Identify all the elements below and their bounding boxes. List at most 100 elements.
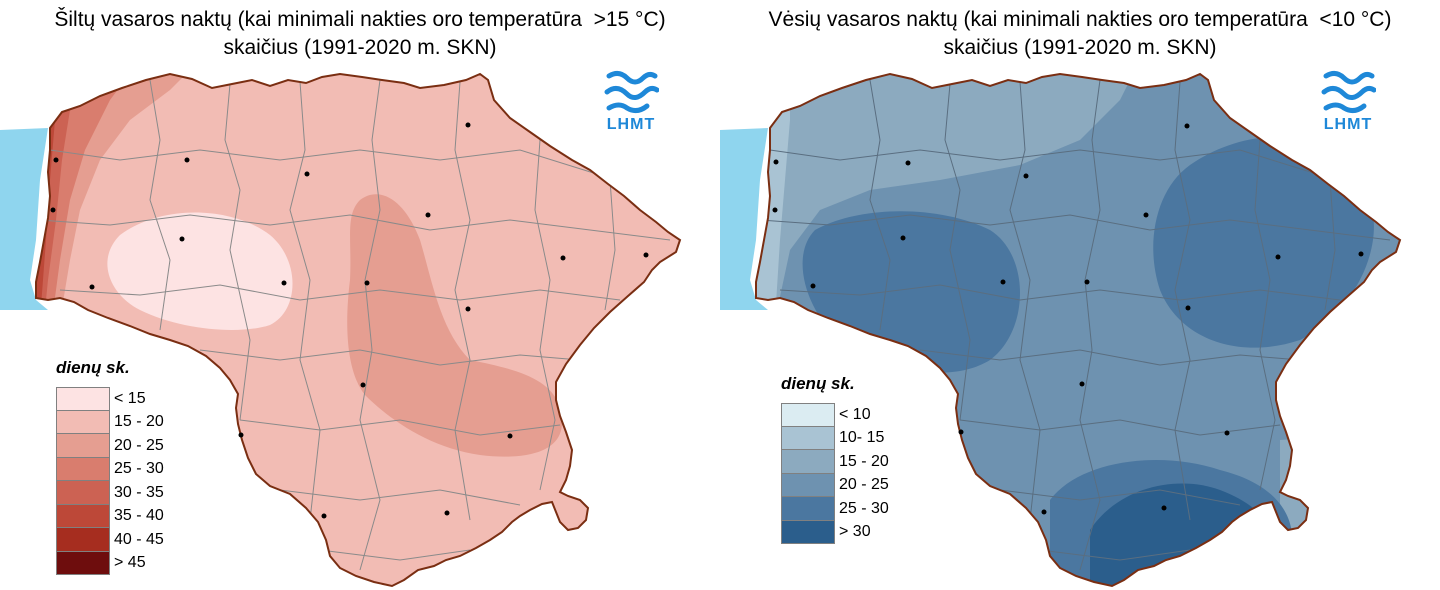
- station-dot-icon: [1041, 509, 1047, 515]
- station-dot-icon: [53, 157, 59, 163]
- legend-item: 15 - 20: [781, 450, 889, 474]
- station-dot-icon: [360, 382, 366, 388]
- legend-item: 40 - 45: [56, 528, 164, 552]
- station-dot-icon: [281, 280, 287, 286]
- lhmt-logo-icon: LHMT: [1320, 68, 1377, 138]
- station-dot-icon: [1185, 305, 1191, 311]
- warm-nights-legend: dienų sk. < 15 15 - 20 20 - 25 25 - 30 30 - …: [56, 358, 164, 575]
- station-dot-icon: [1224, 430, 1230, 436]
- legend-item: 25 - 30: [56, 457, 164, 481]
- station-dot-icon: [1275, 254, 1281, 260]
- legend-swatch: [56, 457, 110, 481]
- legend-swatch: [56, 387, 110, 411]
- station-dot-icon: [905, 160, 911, 166]
- legend-swatch: [781, 403, 835, 427]
- legend-swatch: [56, 481, 110, 505]
- legend-item: < 10: [781, 403, 889, 427]
- cool-nights-panel: Vėsių vasaros naktų (kai minimali naktie…: [720, 0, 1440, 590]
- warm-nights-panel: Šiltų vasaros naktų (kai minimali naktie…: [0, 8, 681, 587]
- district-lines: [759, 79, 1391, 571]
- station-dot-icon: [1143, 212, 1149, 218]
- legend-item: 30 - 35: [56, 481, 164, 505]
- station-dot-icon: [1023, 173, 1029, 179]
- station-dot-icon: [560, 255, 566, 261]
- station-dot-icon: [184, 157, 190, 163]
- station-dot-icon: [50, 207, 56, 213]
- station-dots: [50, 122, 649, 519]
- legend-swatch: [56, 434, 110, 458]
- baltic-sea-shape: [720, 128, 768, 310]
- station-dot-icon: [958, 429, 964, 435]
- legend-label: < 10: [839, 405, 871, 423]
- legend-item: < 15: [56, 387, 164, 411]
- legend-swatch: [56, 528, 110, 552]
- legend-label: 20 - 25: [114, 436, 164, 454]
- warm-nights-map: [0, 73, 681, 587]
- legend-item: 20 - 25: [781, 473, 889, 497]
- station-dot-icon: [1161, 505, 1167, 511]
- baltic-sea-shape: [0, 128, 48, 310]
- zone-25-30-west: [36, 74, 140, 320]
- zone-15-20-north: [756, 74, 1140, 320]
- legend-label: 20 - 25: [839, 476, 889, 494]
- warm-nights-title: Šiltų vasaros naktų (kai minimali naktie…: [54, 8, 666, 59]
- legend-swatch: [56, 551, 110, 575]
- legend-label: 25 - 30: [839, 499, 889, 517]
- legend-title: dienų sk.: [781, 374, 855, 393]
- legend-item: > 45: [56, 551, 164, 575]
- legend-label: 25 - 30: [114, 460, 164, 478]
- zone-15-20-east: [1280, 430, 1400, 586]
- legend-swatch: [781, 450, 835, 474]
- legend-label: > 30: [839, 523, 871, 541]
- legend-label: 10- 15: [839, 429, 885, 447]
- zone-20-25-central: [347, 194, 563, 457]
- legend-label: 35 - 40: [114, 507, 164, 525]
- legend-item: 35 - 40: [56, 504, 164, 528]
- legend-item: > 30: [781, 520, 889, 544]
- legend-item: 20 - 25: [56, 434, 164, 458]
- station-dot-icon: [444, 510, 450, 516]
- legend-item: 25 - 30: [781, 497, 889, 521]
- station-dot-icon: [364, 280, 370, 286]
- legend-label: 30 - 35: [114, 483, 164, 501]
- station-dot-icon: [1079, 381, 1085, 387]
- station-dot-icon: [507, 433, 513, 439]
- station-dot-icon: [1358, 251, 1364, 257]
- station-dot-icon: [1000, 279, 1006, 285]
- legend-swatch: [56, 504, 110, 528]
- legend-label: 15 - 20: [114, 413, 164, 431]
- legend-swatch: [781, 473, 835, 497]
- station-dot-icon: [1184, 123, 1190, 129]
- cool-nights-map: [720, 73, 1401, 587]
- station-dot-icon: [810, 283, 816, 289]
- station-dot-icon: [304, 171, 310, 177]
- zone-lt-15: [107, 212, 293, 330]
- legend-label: < 15: [114, 389, 146, 407]
- cool-nights-legend: dienų sk. < 10 10- 15 15 - 20 20 - 25 25 - 3…: [781, 374, 889, 544]
- legend-label: > 45: [114, 554, 146, 572]
- station-dot-icon: [465, 306, 471, 312]
- station-dot-icon: [179, 236, 185, 242]
- legend-item: 15 - 20: [56, 410, 164, 434]
- station-dot-icon: [321, 513, 327, 519]
- legend-label: 40 - 45: [114, 530, 164, 548]
- station-dot-icon: [773, 159, 779, 165]
- station-dot-icon: [89, 284, 95, 290]
- station-dots: [772, 123, 1364, 515]
- station-dot-icon: [643, 252, 649, 258]
- station-dot-icon: [238, 432, 244, 438]
- legend-swatch: [56, 410, 110, 434]
- lhmt-logo-icon: LHMT: [603, 68, 660, 138]
- legend-label: 15 - 20: [839, 452, 889, 470]
- station-dot-icon: [465, 122, 471, 128]
- legend-item: 10- 15: [781, 426, 889, 450]
- legend-swatch: [781, 426, 835, 450]
- district-lines: [39, 79, 671, 571]
- zone-25-30-east: [1153, 136, 1374, 348]
- legend-swatch: [781, 497, 835, 521]
- cool-nights-title: Vėsių vasaros naktų (kai minimali naktie…: [768, 8, 1392, 59]
- station-dot-icon: [1084, 279, 1090, 285]
- legend-swatch: [781, 520, 835, 544]
- station-dot-icon: [425, 212, 431, 218]
- legend-title: dienų sk.: [56, 358, 130, 377]
